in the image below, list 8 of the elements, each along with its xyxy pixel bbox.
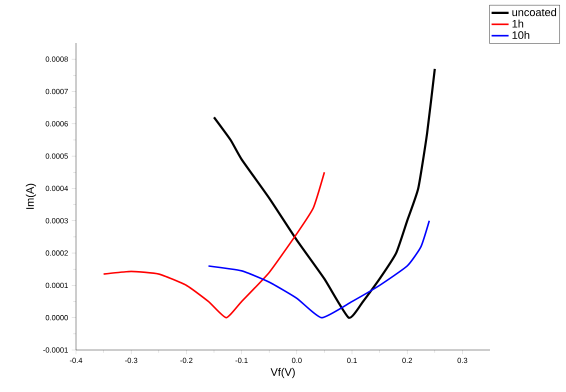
- legend-label: uncoated: [512, 8, 556, 16]
- line-series: [102, 171, 326, 318]
- line-series: [212, 68, 436, 319]
- x-axis-title: Vf(V): [270, 368, 295, 378]
- legend-label: 1h: [512, 20, 524, 28]
- y-axis-title: Im(A): [26, 184, 36, 209]
- legend-label: 10h: [512, 30, 530, 40]
- line-series: [208, 220, 430, 318]
